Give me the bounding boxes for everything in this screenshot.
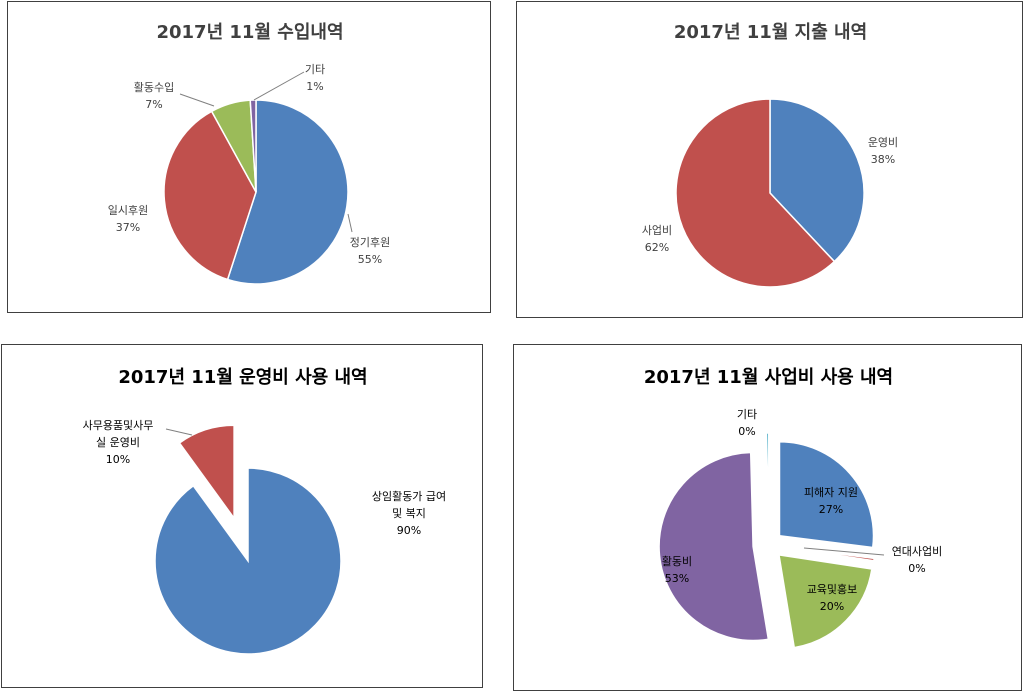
- slice-label: 상임활동가 급여: [372, 489, 446, 503]
- pie-slice: [154, 467, 342, 655]
- slice-percent-label: 0%: [908, 562, 925, 575]
- slice-percent-label: 1%: [306, 80, 323, 93]
- pie-slice: [765, 432, 770, 528]
- slice-percent-label: 53%: [665, 572, 689, 585]
- slice-percent-label: 62%: [645, 241, 669, 254]
- pie-slice: [178, 424, 235, 521]
- slice-label: 활동수입: [134, 80, 174, 94]
- slice-percent-label: 37%: [116, 221, 140, 234]
- slice-label: 사무용품및사무: [83, 419, 154, 432]
- slice-percent-label: 10%: [106, 453, 130, 466]
- pie-slice: [675, 98, 836, 288]
- leader-line: [803, 547, 885, 556]
- pie-slice: [249, 99, 257, 193]
- slice-percent-label: 7%: [145, 98, 162, 111]
- leader-line: [347, 213, 353, 233]
- pie-slice: [658, 451, 770, 642]
- pie-slice: [163, 110, 257, 281]
- slice-percent-label: 55%: [358, 253, 382, 266]
- slice-label: 교육및홍보: [807, 582, 858, 596]
- chart-title: 2017년 11월 지출 내역: [674, 22, 867, 43]
- slice-percent-label: 27%: [819, 503, 843, 516]
- pie-slice: [780, 545, 875, 562]
- slice-percent-label: 38%: [871, 153, 895, 166]
- chart-title: 2017년 11월 수입내역: [156, 21, 343, 43]
- chart-title: 2017년 11월 운영비 사용 내역: [118, 367, 367, 388]
- slice-label: 실 운영비: [96, 436, 140, 449]
- slice-label: 활동비: [662, 554, 692, 568]
- chart-title: 2017년 11월 사업비 사용 내역: [644, 367, 893, 388]
- slice-label: 연대사업비: [892, 545, 943, 558]
- slice-label: 기타: [737, 408, 757, 421]
- pie-slice: [778, 553, 873, 649]
- slice-label: 사업비: [642, 224, 672, 237]
- slice-label: 운영비: [868, 136, 898, 149]
- leader-line: [165, 428, 193, 436]
- pie-slice: [769, 98, 865, 263]
- slice-percent-label: 90%: [397, 524, 421, 537]
- slice-label: 및 복지: [392, 507, 426, 520]
- pie-slice: [226, 99, 349, 285]
- leader-line: [253, 71, 305, 101]
- slice-label: 기타: [305, 63, 325, 76]
- slice-label: 일시후원: [108, 203, 148, 217]
- leader-line: [179, 93, 215, 107]
- slice-percent-label: 0%: [738, 425, 755, 438]
- slice-label: 피해자 지원: [804, 485, 858, 499]
- slice-label: 정기후원: [350, 236, 390, 249]
- pie-slice: [778, 440, 875, 549]
- slice-percent-label: 20%: [820, 600, 844, 613]
